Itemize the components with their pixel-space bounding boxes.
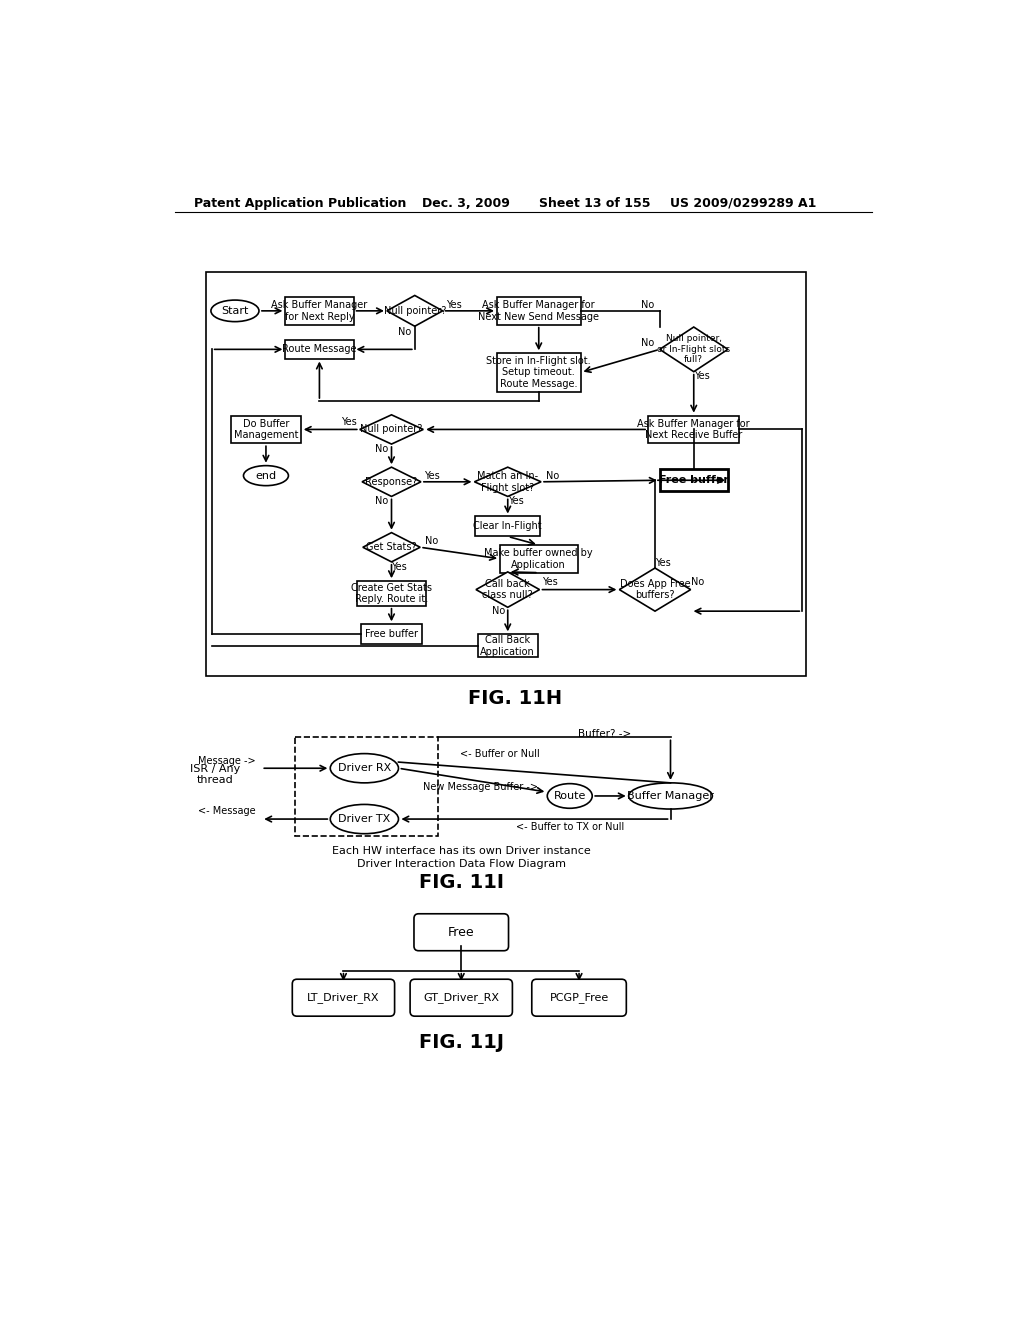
Polygon shape bbox=[476, 572, 540, 607]
FancyBboxPatch shape bbox=[497, 297, 581, 325]
FancyBboxPatch shape bbox=[361, 624, 422, 644]
Ellipse shape bbox=[244, 466, 289, 486]
Polygon shape bbox=[387, 296, 442, 326]
Text: Yes: Yes bbox=[424, 471, 439, 480]
Text: No: No bbox=[398, 327, 412, 338]
FancyBboxPatch shape bbox=[477, 635, 538, 657]
Text: <- Message: <- Message bbox=[199, 807, 256, 816]
Text: No: No bbox=[425, 536, 438, 546]
Text: Response?: Response? bbox=[366, 477, 418, 487]
Text: Call Back
Application: Call Back Application bbox=[480, 635, 536, 656]
FancyBboxPatch shape bbox=[356, 581, 426, 606]
Text: Store in In-Flight slot.
Setup timeout.
Route Message.: Store in In-Flight slot. Setup timeout. … bbox=[486, 356, 591, 389]
Text: No: No bbox=[641, 300, 654, 310]
Ellipse shape bbox=[629, 783, 713, 809]
Text: Yes: Yes bbox=[445, 300, 462, 310]
Text: Get Stats?: Get Stats? bbox=[367, 543, 417, 552]
Text: Patent Application Publication: Patent Application Publication bbox=[194, 197, 407, 210]
Text: Driver Interaction Data Flow Diagram: Driver Interaction Data Flow Diagram bbox=[356, 859, 565, 869]
Text: Do Buffer
Management: Do Buffer Management bbox=[233, 418, 298, 441]
Text: Null pointer?: Null pointer? bbox=[384, 306, 445, 315]
Text: Yes: Yes bbox=[341, 417, 356, 426]
Text: Yes: Yes bbox=[508, 496, 523, 506]
Text: Free: Free bbox=[447, 925, 474, 939]
Text: Call back
class null?: Call back class null? bbox=[482, 578, 534, 601]
Text: Driver RX: Driver RX bbox=[338, 763, 391, 774]
Text: LT_Driver_RX: LT_Driver_RX bbox=[307, 993, 380, 1003]
Text: Ask Buffer Manager for
Next New Send Message: Ask Buffer Manager for Next New Send Mes… bbox=[478, 300, 599, 322]
Text: Start: Start bbox=[221, 306, 249, 315]
FancyBboxPatch shape bbox=[475, 516, 541, 536]
Text: Sheet 13 of 155: Sheet 13 of 155 bbox=[539, 197, 650, 210]
Text: Null pointer,
or In-Flight slots
full?: Null pointer, or In-Flight slots full? bbox=[657, 334, 730, 364]
Ellipse shape bbox=[211, 300, 259, 322]
Polygon shape bbox=[359, 414, 423, 444]
Text: GT_Driver_RX: GT_Driver_RX bbox=[423, 993, 500, 1003]
Text: Driver TX: Driver TX bbox=[338, 814, 390, 824]
FancyBboxPatch shape bbox=[231, 416, 301, 444]
Text: Yes: Yes bbox=[543, 577, 558, 587]
Text: Buffer Manager: Buffer Manager bbox=[627, 791, 714, 801]
FancyBboxPatch shape bbox=[414, 913, 509, 950]
Text: Match an In-
Flight slot?: Match an In- Flight slot? bbox=[477, 471, 539, 492]
Text: ISR / Any
thread: ISR / Any thread bbox=[189, 763, 240, 785]
Text: <- Buffer to TX or Null: <- Buffer to TX or Null bbox=[516, 822, 624, 832]
FancyBboxPatch shape bbox=[500, 545, 578, 573]
Text: end: end bbox=[255, 471, 276, 480]
Text: PCGP_Free: PCGP_Free bbox=[550, 993, 608, 1003]
Text: Free buffer: Free buffer bbox=[365, 630, 418, 639]
Ellipse shape bbox=[331, 754, 398, 783]
Polygon shape bbox=[474, 467, 541, 496]
Text: Null pointer?: Null pointer? bbox=[360, 425, 423, 434]
Text: No: No bbox=[375, 444, 388, 454]
Text: Dec. 3, 2009: Dec. 3, 2009 bbox=[423, 197, 510, 210]
FancyBboxPatch shape bbox=[648, 416, 739, 444]
Text: Make buffer owned by
Application: Make buffer owned by Application bbox=[484, 548, 593, 570]
Text: FIG. 11H: FIG. 11H bbox=[468, 689, 562, 709]
Text: <- Buffer or Null: <- Buffer or Null bbox=[460, 748, 540, 759]
Polygon shape bbox=[659, 327, 728, 372]
Text: Does App Free
buffers?: Does App Free buffers? bbox=[620, 578, 690, 601]
Text: Message ->: Message -> bbox=[199, 755, 256, 766]
FancyBboxPatch shape bbox=[286, 297, 353, 325]
Text: Route Message: Route Message bbox=[283, 345, 356, 354]
Text: FIG. 11J: FIG. 11J bbox=[419, 1032, 504, 1052]
FancyBboxPatch shape bbox=[531, 979, 627, 1016]
FancyBboxPatch shape bbox=[410, 979, 512, 1016]
FancyBboxPatch shape bbox=[659, 470, 728, 491]
Text: FIG. 11I: FIG. 11I bbox=[419, 873, 504, 892]
Text: Yes: Yes bbox=[655, 557, 671, 568]
Polygon shape bbox=[362, 533, 420, 562]
Text: Free buffer: Free buffer bbox=[658, 475, 729, 486]
Text: No: No bbox=[691, 577, 705, 587]
Text: Create Get Stats
Reply. Route it.: Create Get Stats Reply. Route it. bbox=[351, 582, 432, 605]
FancyBboxPatch shape bbox=[286, 341, 353, 359]
Polygon shape bbox=[620, 568, 690, 611]
FancyBboxPatch shape bbox=[497, 354, 581, 392]
Text: Ask Buffer Manager
for Next Reply: Ask Buffer Manager for Next Reply bbox=[271, 300, 368, 322]
Text: Yes: Yes bbox=[693, 371, 710, 381]
Text: Buffer? ->: Buffer? -> bbox=[578, 730, 631, 739]
FancyBboxPatch shape bbox=[292, 979, 394, 1016]
Text: Each HW interface has its own Driver instance: Each HW interface has its own Driver ins… bbox=[332, 846, 591, 857]
Text: No: No bbox=[492, 606, 505, 616]
Text: Clear In-Flight: Clear In-Flight bbox=[473, 521, 542, 532]
Ellipse shape bbox=[547, 784, 592, 808]
Text: No: No bbox=[375, 496, 388, 506]
Text: Route: Route bbox=[554, 791, 586, 801]
Ellipse shape bbox=[331, 804, 398, 834]
Text: Ask Buffer Manager for
Next Receive Buffer: Ask Buffer Manager for Next Receive Buff… bbox=[637, 418, 750, 441]
Polygon shape bbox=[362, 467, 421, 496]
Text: Yes: Yes bbox=[391, 561, 408, 572]
Text: New Message Buffer ->: New Message Buffer -> bbox=[423, 783, 539, 792]
Text: No: No bbox=[546, 471, 559, 480]
Text: No: No bbox=[641, 338, 654, 348]
Text: US 2009/0299289 A1: US 2009/0299289 A1 bbox=[671, 197, 817, 210]
